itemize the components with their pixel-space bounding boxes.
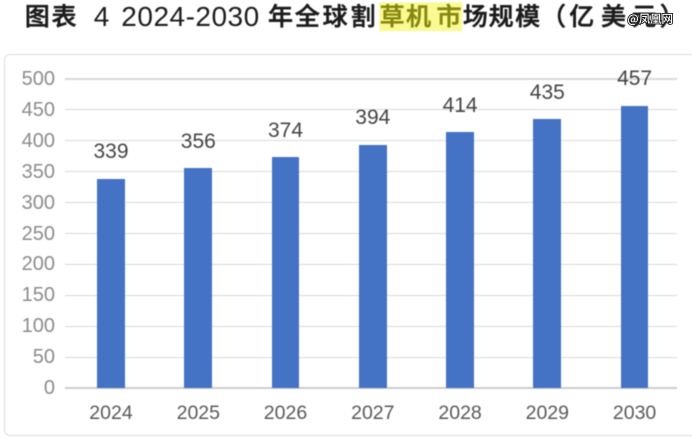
svg-text:2024-2030: 2024-2030 <box>121 1 259 32</box>
svg-text:4: 4 <box>94 1 110 32</box>
